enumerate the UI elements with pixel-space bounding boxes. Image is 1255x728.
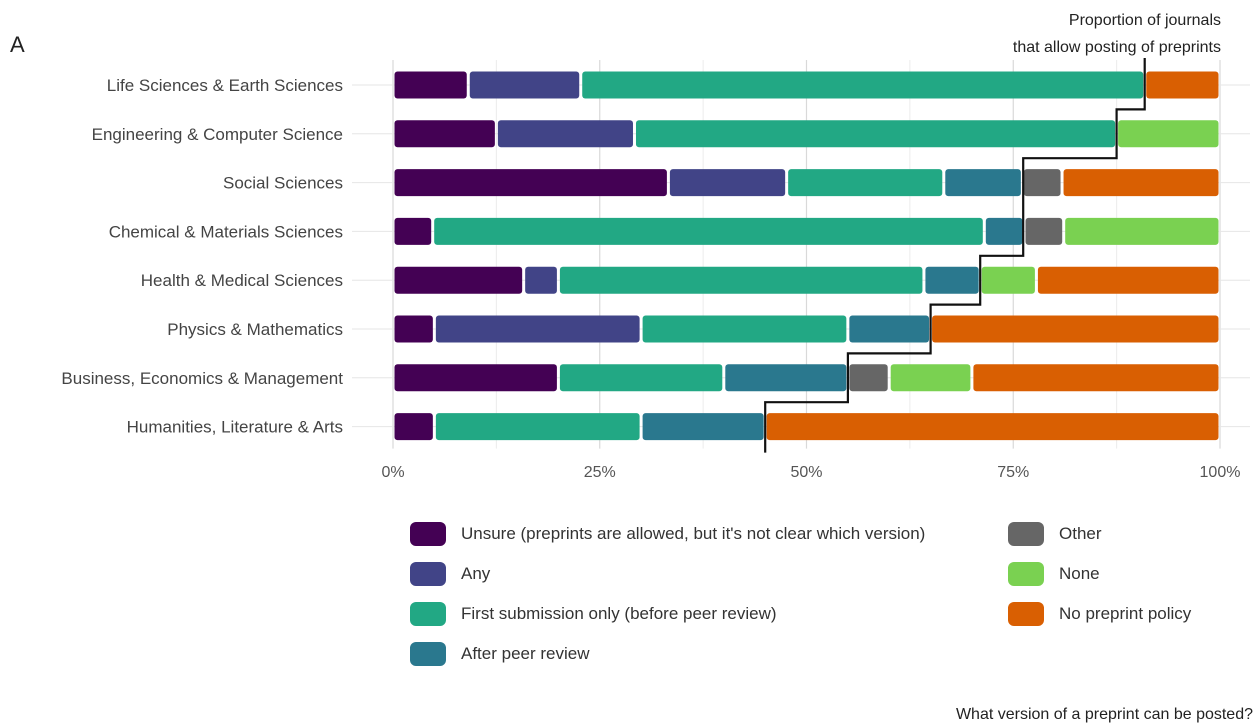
category-label: Physics & Mathematics (167, 320, 343, 339)
bar-segment (985, 217, 1023, 245)
bar-segment (435, 315, 640, 343)
legend-label: No preprint policy (1059, 604, 1192, 623)
legend-label: Any (461, 564, 491, 583)
bar-segment (1037, 266, 1219, 294)
legend-item: None (1008, 562, 1100, 586)
category-label: Business, Economics & Management (61, 369, 343, 388)
legend-label: None (1059, 564, 1100, 583)
x-tick-label: 75% (997, 464, 1029, 481)
legend-label: Unsure (preprints are allowed, but it's … (461, 524, 926, 543)
bar-segment (394, 364, 557, 392)
category-label: Humanities, Literature & Arts (127, 418, 343, 437)
legend-label: Other (1059, 524, 1102, 543)
bar-segment (1146, 71, 1219, 99)
legend-swatch (410, 602, 446, 626)
category-labels: Life Sciences & Earth Sciences Engineerin… (61, 76, 343, 437)
legend-item: After peer review (410, 642, 590, 666)
bar-segment (394, 71, 467, 99)
legend-swatch (1008, 602, 1044, 626)
bar-segment (525, 266, 557, 294)
bar-segment (1025, 217, 1063, 245)
panel-letter: A (10, 32, 25, 57)
bar-segment (635, 120, 1116, 148)
bar-segment (669, 169, 786, 197)
category-label: Social Sciences (223, 174, 343, 193)
legend-item: Any (410, 562, 490, 586)
bar-segment (394, 413, 433, 441)
bar-segment (394, 315, 433, 343)
bar-segment (1063, 169, 1219, 197)
category-label: Engineering & Computer Science (92, 125, 343, 144)
bar-segment (642, 315, 847, 343)
bar-segment (435, 413, 640, 441)
bar-segment (725, 364, 847, 392)
bar-segment (394, 266, 523, 294)
bar-segment (1023, 169, 1061, 197)
bar-segment (394, 120, 495, 148)
legend-label: After peer review (461, 644, 590, 663)
bar-segment (434, 217, 983, 245)
bar-segment (788, 169, 943, 197)
step-line (764, 58, 1146, 453)
legend-item: No preprint policy (1008, 602, 1191, 626)
bar-segment (642, 413, 764, 441)
footer-caption: What version of a preprint can be posted… (955, 706, 1253, 723)
x-tick-label: 50% (790, 464, 822, 481)
legend-label: First submission only (before peer revie… (461, 604, 777, 623)
legend-item: Other (1008, 522, 1102, 546)
bar-segment (497, 120, 633, 148)
bar-segment (945, 169, 1021, 197)
legend-swatch (410, 522, 446, 546)
bar-segment (849, 364, 888, 392)
bar-segment (394, 169, 667, 197)
legend-swatch (1008, 562, 1044, 586)
bar-segment (469, 71, 580, 99)
bar-segment (973, 364, 1219, 392)
bar-segment (766, 413, 1219, 441)
legend-item: Unsure (preprints are allowed, but it's … (410, 522, 925, 546)
bar-segment (1065, 217, 1219, 245)
x-tick-label: 100% (1200, 464, 1241, 481)
annotation-line-1: Proportion of journals (1069, 12, 1221, 29)
legend: Unsure (preprints are allowed, but it's … (410, 522, 1250, 672)
bar-segment (890, 364, 971, 392)
category-label: Life Sciences & Earth Sciences (107, 76, 343, 95)
x-tick-label: 25% (584, 464, 616, 481)
legend-swatch (410, 642, 446, 666)
bar-segment (932, 315, 1219, 343)
legend-swatch (1008, 522, 1044, 546)
x-tick-label: 0% (381, 464, 404, 481)
bar-segment (559, 364, 723, 392)
bar-segment (981, 266, 1035, 294)
bar-segment (394, 217, 432, 245)
annotation-line-2: that allow posting of preprints (1013, 39, 1221, 56)
bar-segment (925, 266, 979, 294)
category-label: Chemical & Materials Sciences (109, 222, 343, 241)
bar-segment (582, 71, 1144, 99)
category-label: Health & Medical Sciences (141, 271, 343, 290)
journal-proportion-annotation: Proportion of journals that allow postin… (764, 12, 1221, 453)
bar-segment (849, 315, 930, 343)
bar-segments (394, 71, 1219, 441)
bar-segment (1118, 120, 1219, 148)
x-tick-labels: 0% 25% 50% 75% 100% (381, 464, 1240, 481)
legend-swatch (410, 562, 446, 586)
bar-segment (559, 266, 923, 294)
legend-item: First submission only (before peer revie… (410, 602, 777, 626)
